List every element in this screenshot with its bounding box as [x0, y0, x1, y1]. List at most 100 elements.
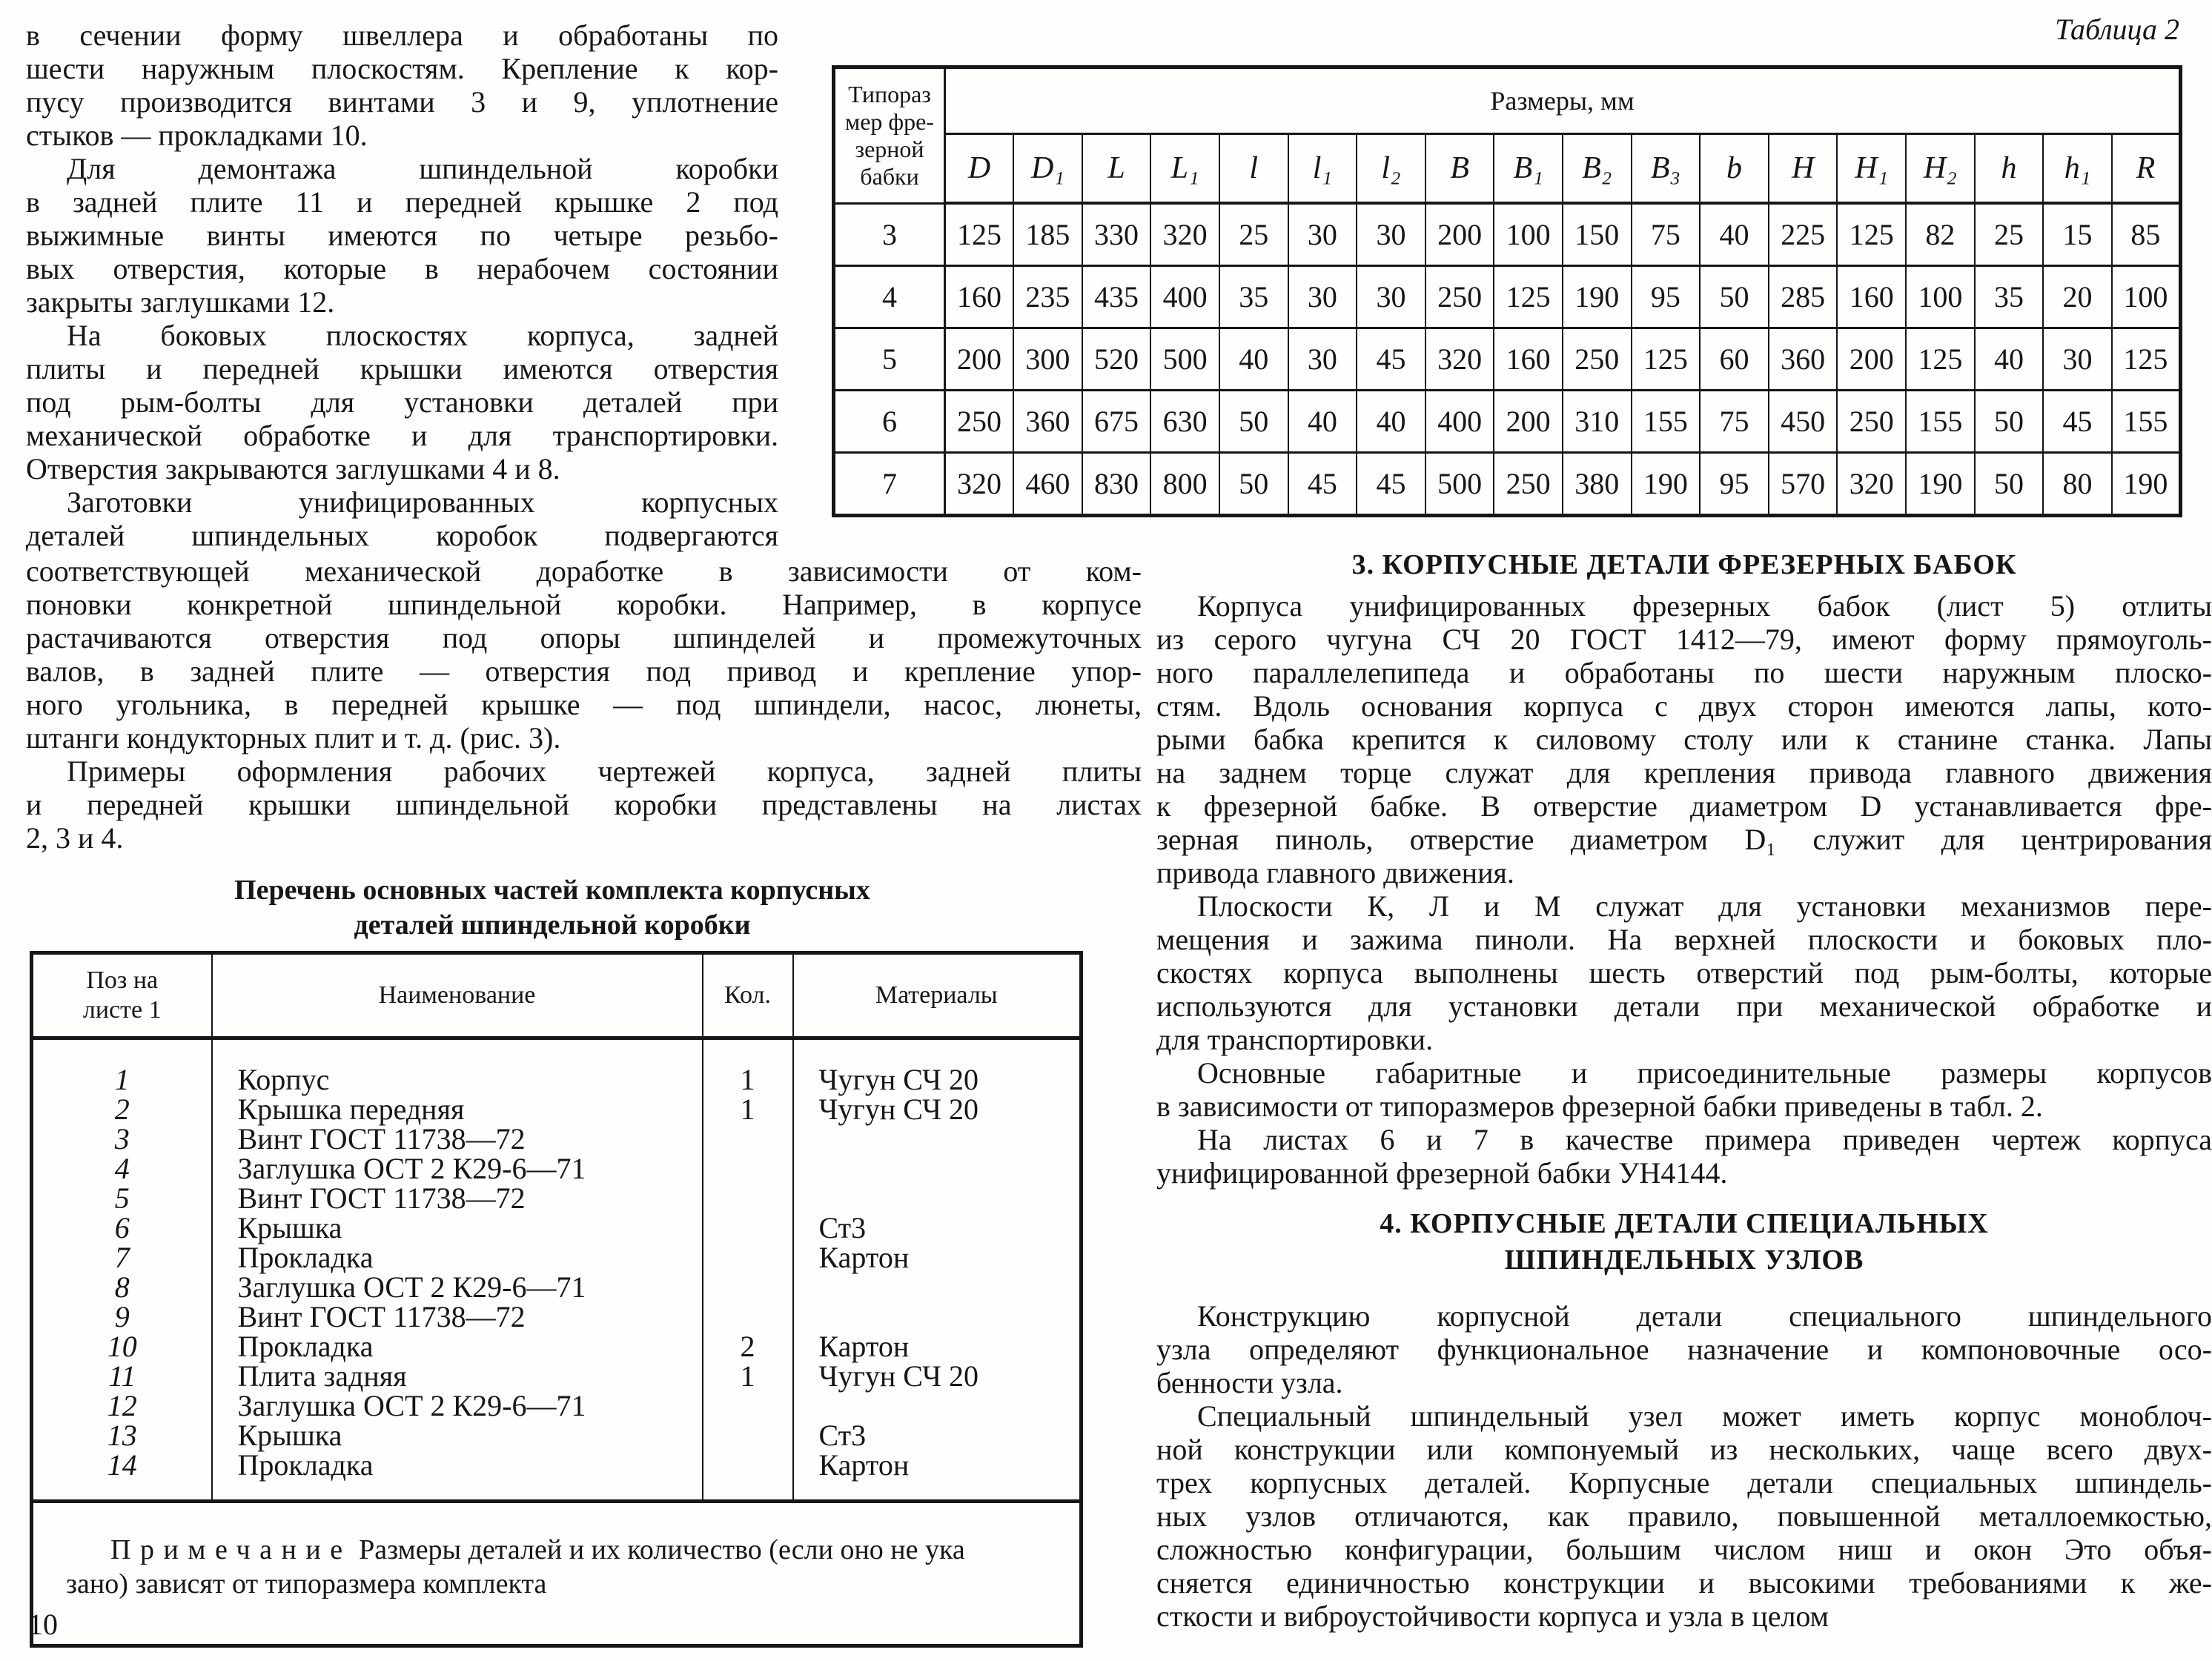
sizes-span-header: Размеры, мм: [944, 66, 2181, 135]
material-cell: Чугун СЧ 20: [792, 1095, 1082, 1124]
text-line: Заготовки унифицированных корпусных: [67, 485, 778, 519]
size-cell: 4: [832, 265, 946, 329]
text-line: под рым-болты для установки деталей при: [26, 385, 778, 419]
text-line: Конструкцию корпусной детали специальног…: [1197, 1299, 2212, 1333]
text-line: шести наружным плоскостям. Крепление к к…: [26, 52, 778, 85]
text-line: и передней крышки шпиндельной коробки пр…: [26, 788, 1142, 821]
table-row: 12 Заглушка ОСТ 2 К29-6—71: [32, 1391, 1082, 1421]
text-line: На листах 6 и 7 в качестве примера приве…: [1197, 1123, 2212, 1156]
table-row: 5 200 300 520 500 40 30 45 320 160 250 1…: [832, 327, 2182, 391]
text-line: Примеры оформления рабочих чертежей корп…: [67, 755, 1142, 788]
column-header: D₁: [1013, 133, 1083, 205]
size-cell: 3: [832, 202, 946, 267]
table-row: 14 Прокладка Картон: [32, 1451, 1082, 1502]
dimensions-table: Типораз мер фре- зерной бабки Размеры, м…: [832, 65, 2182, 517]
pos-cell: 3: [114, 1122, 130, 1156]
table-row: 2 Крышка передняя 1 Чугун СЧ 20: [32, 1095, 1082, 1124]
dim-cell: 160: [1493, 327, 1563, 391]
text-line: поновки конкретной шпиндельной коробки. …: [26, 588, 1142, 621]
dim-cell: 100: [1905, 265, 1976, 329]
text-line: Основные габаритные и присоединительные …: [1197, 1056, 2212, 1090]
text-line: мещения и зажима пиноли. На верхней плос…: [1156, 923, 2212, 956]
material-cell: [792, 1273, 1082, 1302]
pos-cell: 12: [107, 1389, 137, 1422]
section3-heading: 3. КОРПУСНЫЕ ДЕТАЛИ ФРЕЗЕРНЫХ БАБОК: [1351, 549, 2017, 580]
column-header: B₂: [1561, 133, 1632, 205]
column-header: h₁: [2042, 133, 2113, 205]
dim-cell: 15: [2042, 202, 2113, 267]
dim-cell: 40: [1973, 327, 2044, 391]
text-line: растачиваются отверстия под опоры шпинде…: [26, 621, 1142, 654]
text-line: ных узлов отличаются, как правило, повыш…: [1156, 1499, 2212, 1533]
qty-cell: [701, 1451, 793, 1502]
pos-cell: 1: [114, 1063, 130, 1096]
left-column-narrow: в сечении форму швеллера и обработаны по…: [26, 19, 778, 552]
corner-header-line: зерной: [855, 135, 924, 162]
table-row: 4 160 235 435 400 35 30 30 250 125 190 9…: [832, 265, 2182, 329]
qty-cell: 2: [701, 1332, 793, 1362]
text-line: На боковых плоскостях корпуса, задней: [67, 319, 778, 352]
table-row: 5 Винт ГОСТ 11738—72: [32, 1184, 1082, 1213]
text-line: для транспортировки.: [1156, 1023, 1434, 1056]
table-row: 6 Крышка Ст3: [32, 1213, 1082, 1243]
text-line: Специальный шпиндельный узел может иметь…: [1197, 1399, 2212, 1433]
qty-cell: [701, 1243, 793, 1273]
qty-cell: [701, 1273, 793, 1302]
column-header: l₁: [1287, 133, 1358, 205]
text-line: скостях корпуса выполнены шесть отверсти…: [1156, 956, 2212, 989]
name-cell: Корпус: [211, 1038, 703, 1095]
text-line: бенности узла.: [1156, 1366, 1343, 1399]
size-cell: 7: [832, 451, 946, 517]
name-cell: Заглушка ОСТ 2 К29-6—71: [211, 1154, 703, 1184]
table-row: 3 125 185 330 320 25 30 30 200 100 150 7…: [832, 202, 2182, 267]
dim-cell: 250: [944, 389, 1015, 454]
dim-cell: 800: [1150, 451, 1220, 517]
material-cell: [792, 1302, 1082, 1332]
note-line: зано) зависят от типоразмера комплекта: [66, 1568, 547, 1599]
dim-cell: 330: [1081, 202, 1152, 267]
text-line: сткости и виброустойчивости корпуса и уз…: [1156, 1599, 1829, 1633]
dim-cell: 50: [1699, 265, 1769, 329]
qty-cell: [701, 1421, 793, 1451]
text-line: к фрезерной бабке. В отверстие диаметром…: [1156, 789, 2212, 823]
pos-header-line: листе 1: [82, 996, 162, 1024]
text-line: трех корпусных деталей. Корпусные детали…: [1156, 1466, 2212, 1499]
text-line: в сечении форму швеллера и обработаны по: [26, 19, 778, 52]
text-line: валов, в задней плите — отверстия под пр…: [26, 654, 1142, 688]
name-column-header: Наименование: [211, 952, 703, 1040]
dim-cell: 155: [1630, 389, 1701, 454]
dim-cell: 100: [2110, 265, 2182, 329]
dim-cell: 125: [1630, 327, 1701, 391]
dim-cell: 40: [1356, 389, 1426, 454]
dim-cell: 190: [1905, 451, 1976, 517]
column-header: H: [1767, 133, 1838, 205]
text-line: используются для установки детали при ме…: [1156, 989, 2212, 1023]
text-line: унифицированной фрезерной бабки УН4144.: [1156, 1156, 1728, 1190]
name-cell: Винт ГОСТ 11738—72: [211, 1124, 703, 1154]
dim-cell: 250: [1836, 389, 1907, 454]
dim-cell: 125: [1493, 265, 1563, 329]
dim-cell: 50: [1973, 451, 2044, 517]
dim-cell: 45: [1287, 451, 1358, 517]
dim-cell: 830: [1081, 451, 1152, 517]
text-line: штанги кондукторных плит и т. д. (рис. 3…: [26, 721, 561, 755]
material-column-header: Материалы: [792, 952, 1082, 1040]
pos-cell: 14: [107, 1448, 137, 1482]
dim-table-header-row: Типораз мер фре- зерной бабки Размеры, м…: [832, 66, 2181, 204]
dim-cell: 225: [1767, 202, 1838, 267]
dim-cell: 125: [944, 202, 1015, 267]
qty-cell: 1: [701, 1362, 793, 1391]
dim-cell: 250: [1424, 265, 1495, 329]
dim-cell: 100: [1493, 202, 1563, 267]
text-line: на заднем торце служат для крепления при…: [1156, 756, 2212, 789]
table-row: 10 Прокладка 2 Картон: [32, 1332, 1082, 1362]
pos-cell: 7: [114, 1241, 130, 1274]
dim-cell: 570: [1767, 451, 1838, 517]
name-cell: Крышка передняя: [211, 1095, 703, 1124]
name-cell: Прокладка: [211, 1451, 703, 1502]
dim-cell: 30: [1287, 202, 1358, 267]
column-header: L: [1081, 133, 1152, 205]
corner-header-line: Типораз: [848, 80, 931, 107]
dim-cell: 675: [1081, 389, 1152, 454]
text-line: зерная пиноль, отверстие диаметром D₁ сл…: [1156, 823, 2212, 856]
